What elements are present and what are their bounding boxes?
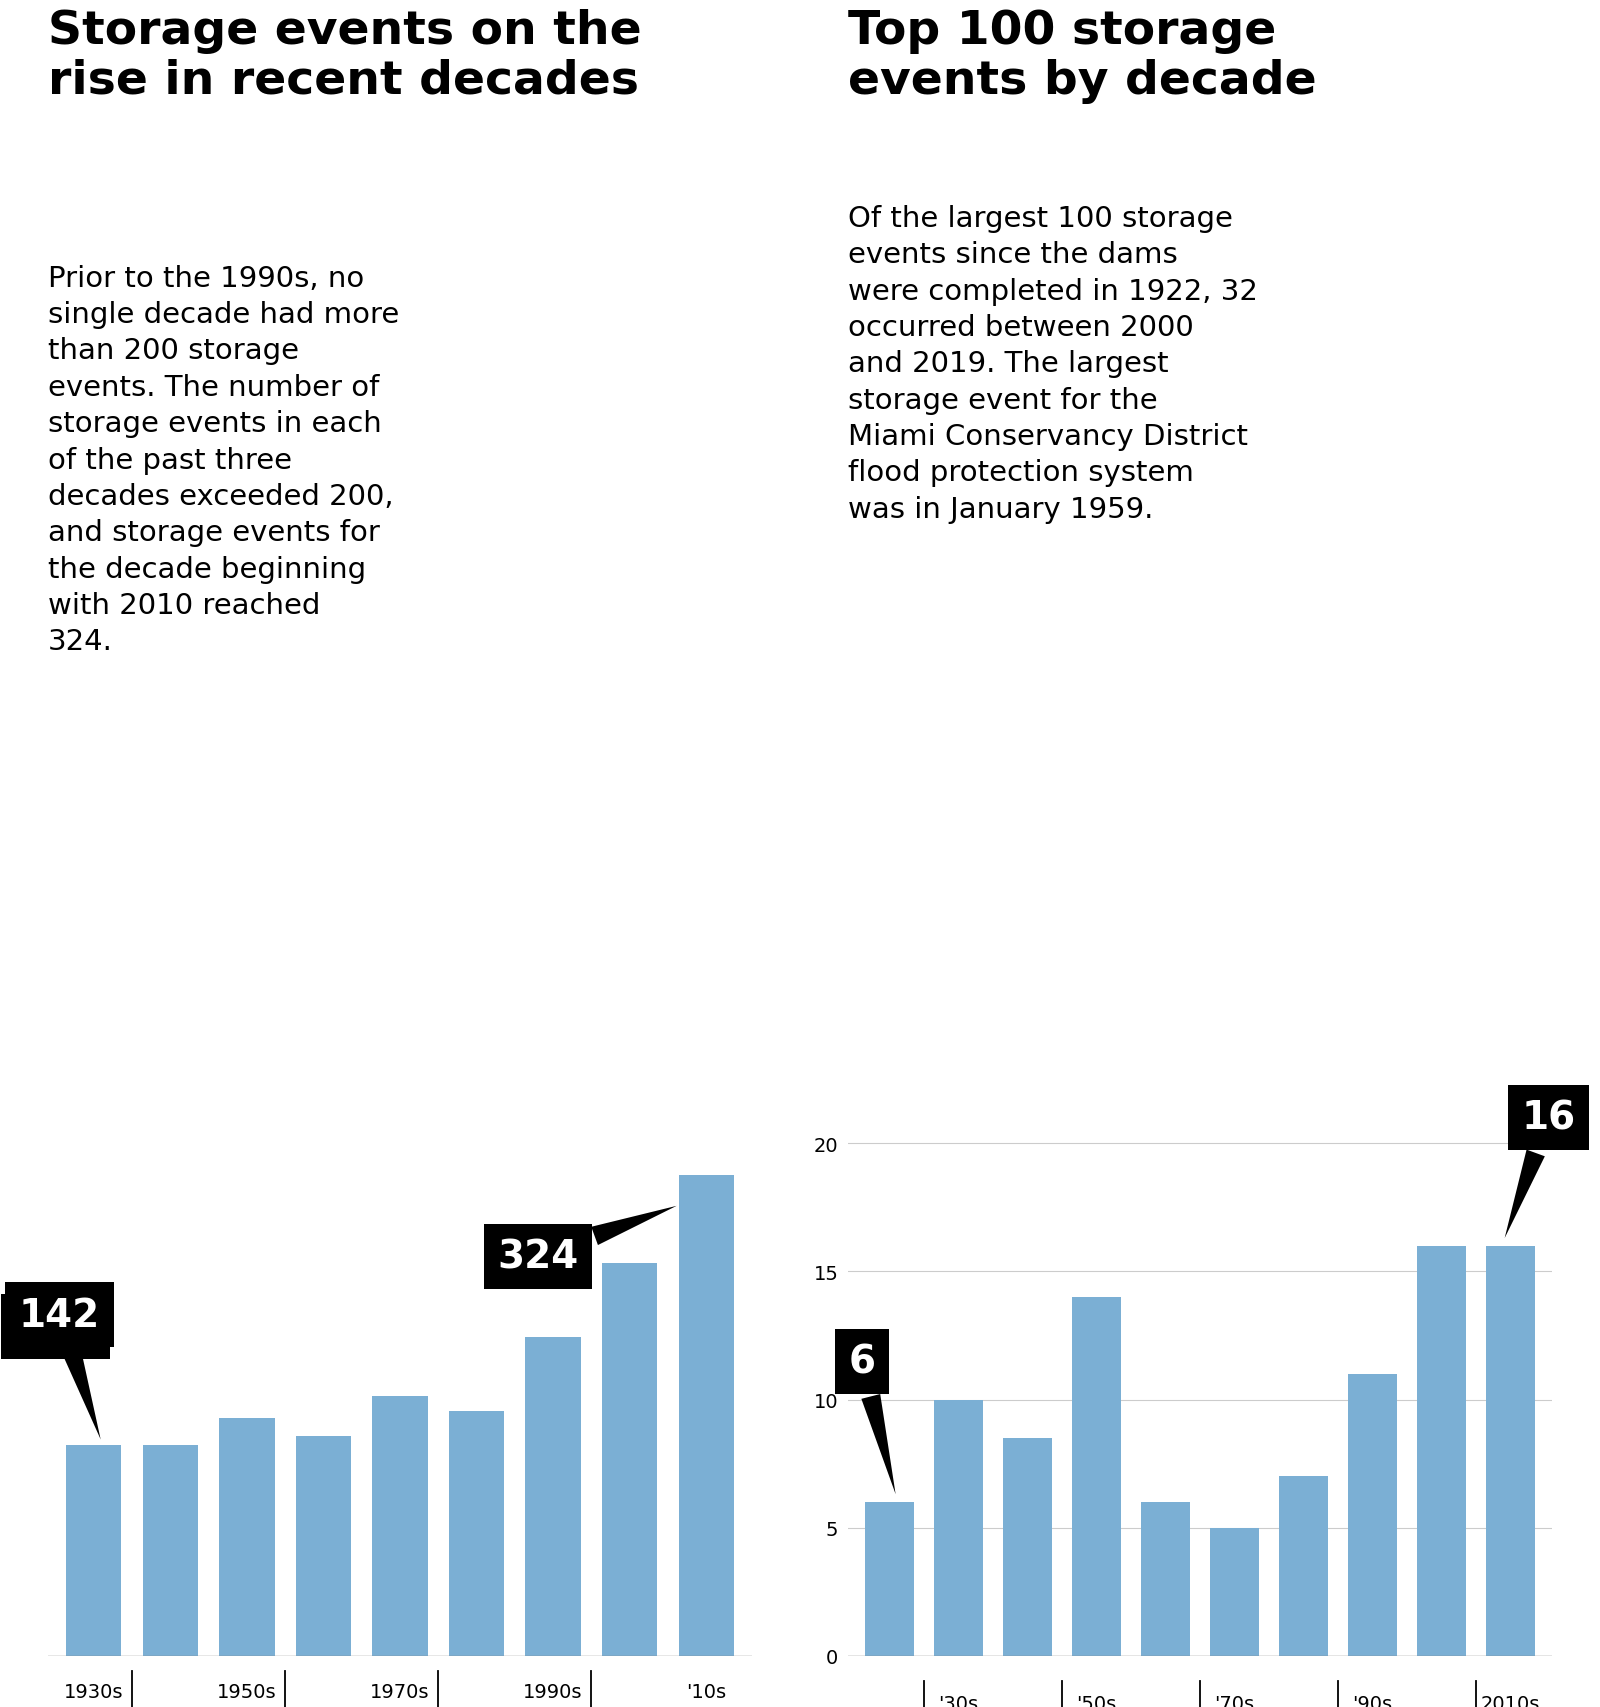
Bar [933, 1400, 984, 1656]
Bar [296, 1436, 350, 1656]
Bar [602, 1263, 658, 1656]
Text: '50s: '50s [1077, 1693, 1117, 1707]
Bar [219, 1419, 275, 1656]
Text: Of the largest 100 storage
events since the dams
were completed in 1922, 32
occu: Of the largest 100 storage events since … [848, 205, 1258, 524]
Bar [1003, 1437, 1053, 1656]
Text: Prior to the 1990s, no
single decade had more
than 200 storage
events. The numbe: Prior to the 1990s, no single decade had… [48, 265, 400, 655]
Text: Storage events on the
rise in recent decades: Storage events on the rise in recent dec… [48, 9, 642, 104]
Text: 324: 324 [498, 1207, 677, 1277]
Bar [66, 1446, 122, 1656]
Bar [1278, 1477, 1328, 1656]
Bar [1347, 1374, 1397, 1656]
Text: 142: 142 [14, 1308, 104, 1437]
Text: '90s: '90s [1352, 1693, 1392, 1707]
Text: Top 100 storage
events by decade: Top 100 storage events by decade [848, 9, 1317, 104]
Bar [678, 1176, 734, 1656]
Bar [373, 1396, 427, 1656]
Text: 1990s: 1990s [523, 1683, 582, 1702]
Bar [1416, 1246, 1467, 1656]
Bar [1072, 1297, 1122, 1656]
Text: 1930s: 1930s [64, 1683, 123, 1702]
Bar [142, 1446, 198, 1656]
Text: 142: 142 [19, 1296, 101, 1439]
Text: '30s: '30s [938, 1693, 979, 1707]
Text: 1970s: 1970s [370, 1683, 430, 1702]
Text: '70s: '70s [1214, 1693, 1254, 1707]
Bar [1141, 1502, 1190, 1656]
Text: 1950s: 1950s [218, 1683, 277, 1702]
Bar [450, 1412, 504, 1656]
Bar [1486, 1246, 1536, 1656]
Text: '10s: '10s [686, 1683, 726, 1702]
Text: 6: 6 [848, 1342, 896, 1494]
Bar [1210, 1528, 1259, 1656]
Bar [864, 1502, 914, 1656]
Bar [525, 1337, 581, 1656]
Text: 16: 16 [1504, 1099, 1576, 1238]
Text: 2010s: 2010s [1482, 1693, 1541, 1707]
